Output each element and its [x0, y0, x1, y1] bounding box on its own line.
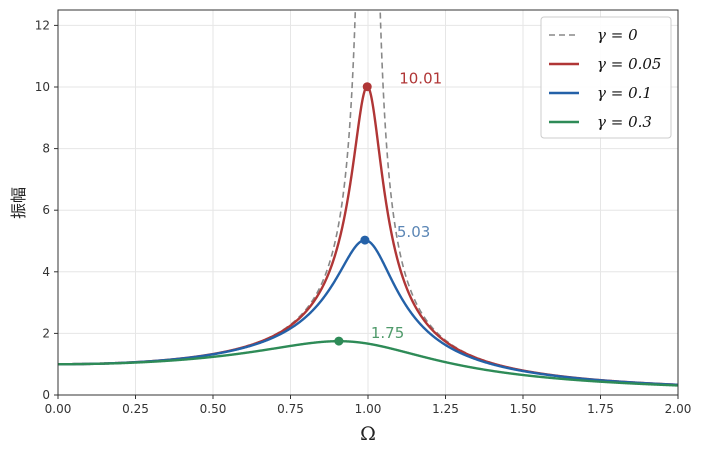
y-tick-label: 4: [42, 265, 50, 279]
peak-label: 1.75: [371, 324, 404, 342]
peak-label: 5.03: [397, 223, 430, 241]
x-tick-label: 0.50: [200, 402, 227, 416]
y-tick-label: 12: [35, 18, 50, 32]
legend-entry-label: γ = 0: [597, 26, 638, 44]
x-tick-label: 1.50: [510, 402, 537, 416]
peak-marker: [360, 235, 370, 245]
peak-label: 10.01: [399, 70, 442, 88]
series-line-gamma-0-3: [58, 339, 678, 387]
x-tick-label: 0.75: [277, 402, 304, 416]
x-tick-label: 2.00: [665, 402, 692, 416]
y-ticks: 0 2 4 6 8 10 12: [35, 18, 58, 402]
x-tick-label: 1.75: [587, 402, 614, 416]
legend-entry-label: γ = 0.05: [597, 55, 661, 73]
y-tick-label: 8: [42, 142, 50, 156]
x-tick-label: 1.25: [432, 402, 459, 416]
legend-entry-label: γ = 0.3: [597, 113, 652, 131]
legend: γ = 0 γ = 0.05 γ = 0.1 γ = 0.3: [540, 16, 672, 139]
peak-marker: [362, 82, 372, 92]
x-tick-label: 0.25: [122, 402, 149, 416]
peak-markers: 10.01 5.03 1.75: [334, 70, 442, 346]
y-axis-label: 振幅: [9, 187, 28, 219]
legend-box: [540, 16, 672, 139]
y-tick-label: 10: [35, 80, 50, 94]
x-tick-label: 0.00: [45, 402, 72, 416]
y-tick-label: 6: [42, 203, 50, 217]
y-tick-label: 2: [42, 326, 50, 340]
x-axis-label: Ω: [360, 423, 376, 445]
peak-marker: [334, 336, 344, 346]
y-tick-label: 0: [42, 388, 50, 402]
x-ticks: 0.00 0.25 0.50 0.75 1.00 1.25 1.50 1.75 2.00: [45, 395, 692, 416]
x-tick-label: 1.00: [355, 402, 382, 416]
legend-entry-label: γ = 0.1: [597, 84, 652, 102]
